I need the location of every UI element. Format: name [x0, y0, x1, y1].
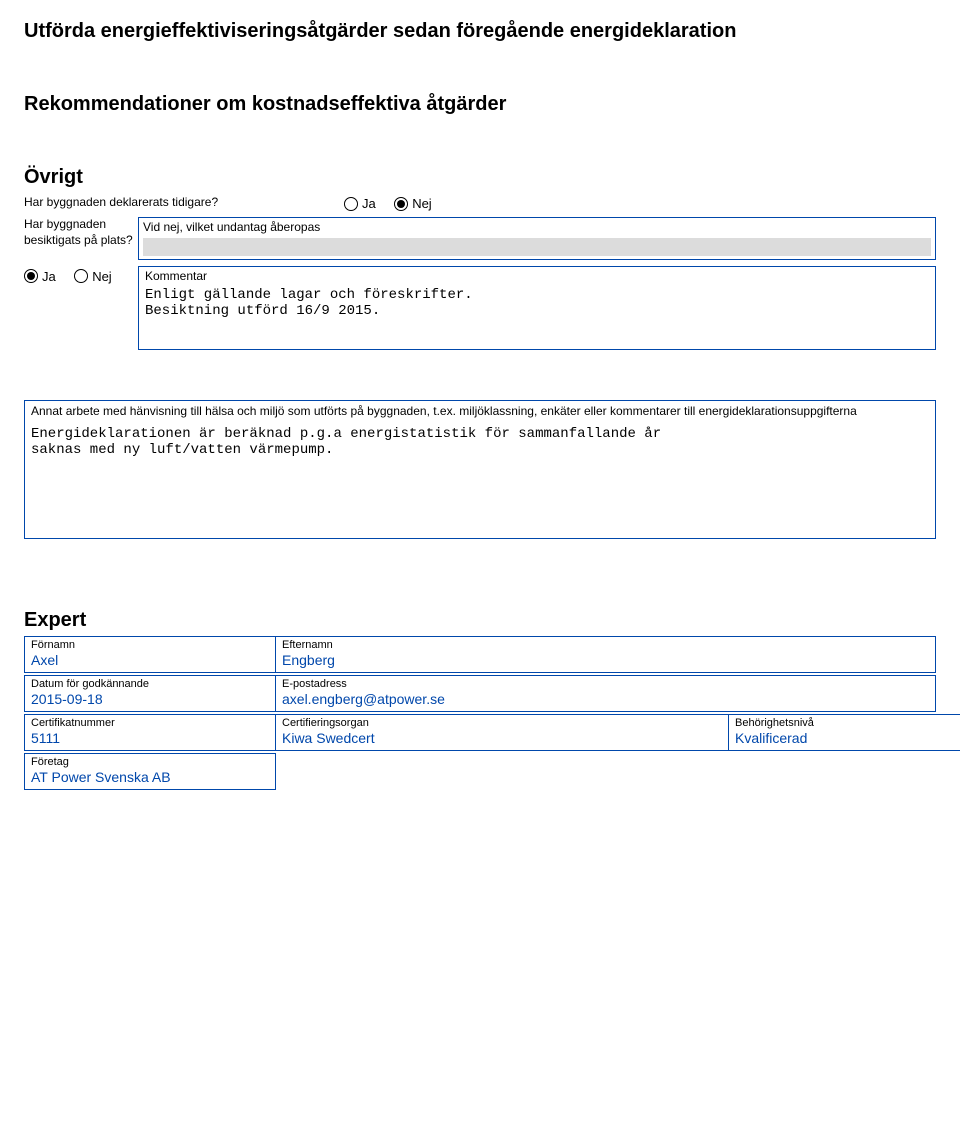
q2-right-label: Vid nej, vilket undantag åberopas: [143, 220, 931, 236]
q3-nej-label: Nej: [92, 269, 112, 284]
q2-left-line2: besiktigats på plats?: [24, 233, 134, 249]
q1-nej-label: Nej: [412, 196, 432, 211]
foretag-label: Företag: [31, 756, 269, 768]
q2-row: Har byggnaden besiktigats på plats? Vid …: [24, 217, 936, 260]
annat-label: Annat arbete med hänvisning till hälsa o…: [25, 401, 935, 420]
q1-label: Har byggnaden deklarerats tidigare?: [24, 195, 314, 211]
certorg-label: Certifieringsorgan: [282, 717, 722, 729]
expert-block: Expert Förnamn Axel Efternamn Engberg Da…: [24, 609, 936, 790]
q1-radio-ja[interactable]: [344, 197, 358, 211]
section1-title: Utförda energieffektiviseringsåtgärder s…: [24, 20, 936, 43]
certorg-cell: Certifieringsorgan Kiwa Swedcert: [276, 714, 729, 751]
q2-grey-field: [143, 238, 931, 256]
q3-radio-ja[interactable]: [24, 269, 38, 283]
certorg-value: Kiwa Swedcert: [282, 730, 722, 746]
datum-cell: Datum för godkännande 2015-09-18: [24, 675, 276, 712]
expert-row-4: Företag AT Power Svenska AB: [24, 753, 936, 790]
epost-value: axel.engberg@atpower.se: [282, 691, 929, 707]
niva-value: Kvalificerad: [735, 730, 960, 746]
q3-right-box: Kommentar Enligt gällande lagar och före…: [138, 266, 936, 351]
annat-value: Energideklarationen är beräknad p.g.a en…: [31, 426, 929, 458]
expert-row-2: Datum för godkännande 2015-09-18 E-posta…: [24, 675, 936, 712]
cert-label: Certifikatnummer: [31, 717, 269, 729]
q1-row: Har byggnaden deklarerats tidigare? Ja N…: [24, 195, 936, 213]
fornamn-cell: Förnamn Axel: [24, 636, 276, 673]
annat-body: Energideklarationen är beräknad p.g.a en…: [25, 420, 935, 538]
annat-block: Annat arbete med hänvisning till hälsa o…: [24, 400, 936, 539]
niva-cell: Behörighetsnivå Kvalificerad: [729, 714, 960, 751]
cert-value: 5111: [31, 730, 269, 746]
epost-cell: E-postadress axel.engberg@atpower.se: [276, 675, 936, 712]
q1-radios: Ja Nej: [314, 195, 936, 213]
expert-title: Expert: [24, 609, 936, 632]
q3-left: Ja Nej: [24, 266, 134, 351]
cert-cell: Certifikatnummer 5111: [24, 714, 276, 751]
efternamn-value: Engberg: [282, 652, 929, 668]
section2-title: Rekommendationer om kostnadseffektiva åt…: [24, 93, 936, 116]
niva-label: Behörighetsnivå: [735, 717, 960, 729]
q3-radio-nej[interactable]: [74, 269, 88, 283]
q3-kommentar-value: Enligt gällande lagar och föreskrifter. …: [145, 287, 929, 319]
q2-left-line1: Har byggnaden: [24, 217, 134, 233]
epost-label: E-postadress: [282, 678, 929, 690]
ovrigt-title: Övrigt: [24, 166, 936, 189]
fornamn-label: Förnamn: [31, 639, 269, 651]
q2-right-box: Vid nej, vilket undantag åberopas: [138, 217, 936, 260]
q2-left: Har byggnaden besiktigats på plats?: [24, 217, 134, 260]
foretag-cell: Företag AT Power Svenska AB: [24, 753, 276, 790]
datum-value: 2015-09-18: [31, 691, 269, 707]
q1-ja-label: Ja: [362, 196, 376, 211]
q1-radio-nej[interactable]: [394, 197, 408, 211]
datum-label: Datum för godkännande: [31, 678, 269, 690]
q3-row: Ja Nej Kommentar Enligt gällande lagar o…: [24, 266, 936, 351]
foretag-value: AT Power Svenska AB: [31, 769, 269, 785]
q3-kommentar-label: Kommentar: [145, 269, 929, 285]
ovrigt-block: Övrigt Har byggnaden deklarerats tidigar…: [24, 166, 936, 350]
efternamn-cell: Efternamn Engberg: [276, 636, 936, 673]
q3-ja-label: Ja: [42, 269, 56, 284]
expert-row-1: Förnamn Axel Efternamn Engberg: [24, 636, 936, 673]
expert-row-3: Certifikatnummer 5111 Certifieringsorgan…: [24, 714, 936, 751]
efternamn-label: Efternamn: [282, 639, 929, 651]
fornamn-value: Axel: [31, 652, 269, 668]
